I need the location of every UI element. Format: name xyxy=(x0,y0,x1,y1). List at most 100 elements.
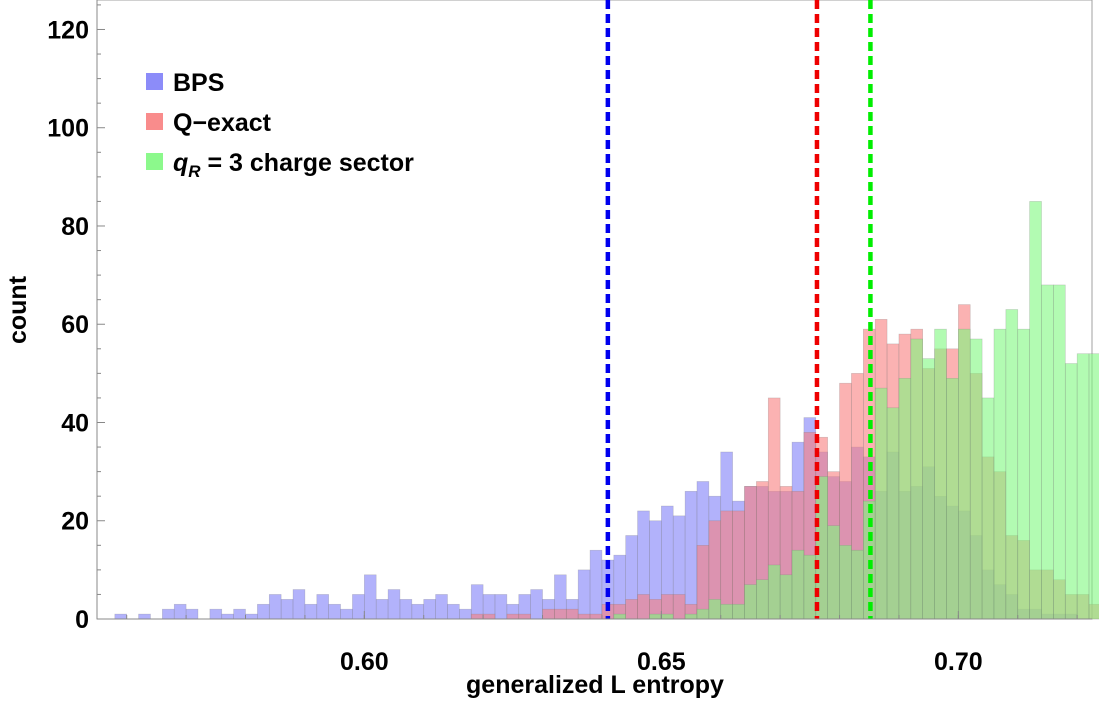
histogram-bar xyxy=(1017,328,1030,620)
histogram-bar xyxy=(387,589,401,620)
histogram-bar xyxy=(1088,353,1099,620)
histogram-bar xyxy=(328,603,341,620)
y-tick-label: 20 xyxy=(61,508,89,536)
legend-swatch xyxy=(146,153,163,170)
histogram-bar xyxy=(684,613,698,620)
histogram-bar xyxy=(340,608,353,620)
histogram-bar xyxy=(898,377,912,620)
histogram-bar xyxy=(352,594,365,620)
histogram-bar xyxy=(435,594,448,620)
histogram-bar xyxy=(399,599,413,620)
histogram-bar xyxy=(779,574,793,620)
histogram-bar xyxy=(1005,309,1019,620)
y-tick-label: 100 xyxy=(47,115,89,143)
histogram-bar xyxy=(756,579,769,620)
histogram-bar xyxy=(459,608,472,620)
histogram-bar xyxy=(851,549,864,620)
y-tick-label: 0 xyxy=(75,606,89,634)
histogram-bar xyxy=(411,603,425,620)
histogram-bar xyxy=(839,545,852,620)
histogram-bar xyxy=(732,603,745,620)
x-axis-title: generalized L entropy xyxy=(466,671,724,699)
histogram-bar xyxy=(209,608,223,620)
histogram-bar xyxy=(696,608,710,620)
histogram-bar xyxy=(696,545,710,620)
y-tick-label: 80 xyxy=(61,213,89,241)
histogram-bar xyxy=(744,584,757,620)
y-ticks-layer: 0 20 40 60 80 100 120 xyxy=(47,4,105,634)
histogram-bar xyxy=(185,608,199,620)
histogram-bar xyxy=(173,603,187,620)
histogram-bar xyxy=(672,594,686,620)
y-axis-title: count xyxy=(4,275,32,344)
histogram-bar xyxy=(958,328,971,620)
legend-label: qR = 3 charge sector xyxy=(173,149,414,181)
mean-lines-layer xyxy=(605,0,873,619)
histogram-bar xyxy=(732,510,745,620)
histogram-bar xyxy=(981,397,995,620)
histogram-bar xyxy=(577,613,591,620)
legend-label: BPS xyxy=(173,69,224,97)
histogram-bar xyxy=(268,594,282,620)
histogram-bar xyxy=(649,613,662,620)
histogram-bar xyxy=(1064,363,1078,620)
histogram-bar xyxy=(720,510,733,620)
histogram-bar xyxy=(993,328,1007,620)
histogram-bar xyxy=(114,613,128,620)
histogram-bar xyxy=(138,613,151,620)
histogram-bar xyxy=(482,613,496,620)
histogram-bar xyxy=(292,589,306,620)
histogram-bar xyxy=(221,613,234,620)
histogram-bar xyxy=(637,594,650,620)
histogram-bar xyxy=(946,377,959,620)
legend-label: Q−exact xyxy=(173,109,272,137)
histogram-bar xyxy=(530,589,543,620)
histogram-bar xyxy=(613,613,626,620)
histogram-bar xyxy=(791,549,805,620)
histogram-bar xyxy=(257,603,270,620)
histogram-bar xyxy=(577,569,591,620)
y-tick-label: 120 xyxy=(47,16,89,44)
histogram-bar xyxy=(767,564,781,620)
histogram-bar xyxy=(245,613,258,620)
histogram-bar xyxy=(625,599,638,620)
histogram-bar xyxy=(542,608,555,620)
y-tick-label: 60 xyxy=(61,311,89,339)
histogram-bar xyxy=(934,328,947,620)
y-tick-label: 40 xyxy=(61,409,89,437)
histogram-bar xyxy=(162,608,175,620)
histogram-bar xyxy=(375,599,389,620)
histogram-bar xyxy=(1076,353,1090,620)
histogram-bar xyxy=(684,490,698,620)
histogram-bar xyxy=(922,358,935,620)
histogram-bar xyxy=(554,608,567,620)
x-ticks-layer: 0.60 0.65 0.70 xyxy=(126,611,1078,676)
histogram-bar xyxy=(518,613,531,620)
histogram-bar xyxy=(589,613,603,620)
histogram-bar xyxy=(827,525,840,620)
histogram-bar xyxy=(661,613,674,620)
histogram-bar xyxy=(447,603,460,620)
legend-swatch xyxy=(146,113,163,130)
histogram-bar xyxy=(874,387,888,620)
histogram-bar xyxy=(886,407,900,620)
histogram-bar xyxy=(1041,284,1054,620)
histogram-bar xyxy=(506,613,520,620)
x-tick-label: 0.65 xyxy=(637,648,686,676)
histogram-bar xyxy=(280,599,294,620)
histogram-bar xyxy=(316,594,329,620)
histogram-bar xyxy=(1029,201,1042,620)
histogram-bar xyxy=(494,594,508,620)
x-tick-label: 0.60 xyxy=(340,648,389,676)
histogram-bar xyxy=(910,338,924,620)
histogram-bar xyxy=(470,613,484,620)
legend-swatch xyxy=(146,73,163,90)
legend: BPS Q−exact qR = 3 charge sector xyxy=(146,69,414,181)
histogram-bar xyxy=(969,338,983,620)
histogram-bar xyxy=(803,554,817,620)
histogram-bar xyxy=(708,599,722,620)
histogram-bar xyxy=(1053,284,1066,620)
histogram-bar xyxy=(304,603,318,620)
histogram-bar xyxy=(233,608,246,620)
